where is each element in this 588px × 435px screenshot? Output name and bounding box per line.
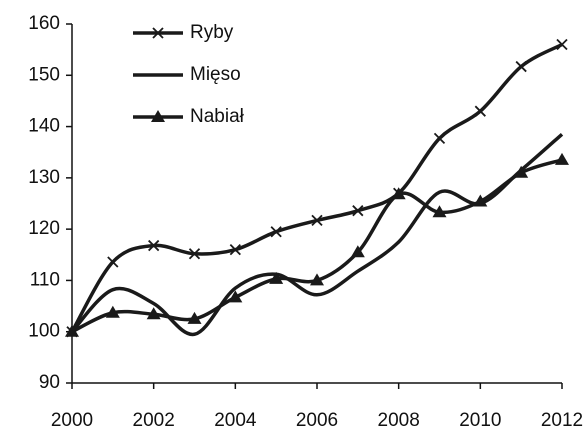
- marker: [556, 38, 568, 51]
- marker: [350, 245, 365, 258]
- marker: [432, 205, 447, 218]
- x-tick-label: 2006: [296, 410, 338, 431]
- y-tick-label: 110: [30, 269, 60, 290]
- marker: [473, 194, 488, 207]
- marker: [433, 132, 446, 145]
- marker: [474, 105, 486, 117]
- marker: [311, 214, 323, 227]
- x-tick-label: 2004: [214, 410, 257, 431]
- x-tick-label: 2012: [541, 410, 583, 431]
- x-tick-label: 2002: [133, 410, 175, 431]
- legend-label: Nabiał: [190, 106, 245, 127]
- marker: [228, 290, 243, 303]
- marker: [148, 239, 160, 252]
- legend-label: Ryby: [190, 22, 234, 43]
- y-tick-label: 90: [39, 372, 60, 393]
- marker: [310, 273, 324, 286]
- marker: [352, 205, 364, 217]
- y-tick-label: 130: [28, 167, 60, 188]
- y-tick-label: 160: [28, 13, 60, 34]
- x-tick-label: 2000: [51, 410, 93, 431]
- y-tick-label: 120: [28, 218, 60, 239]
- x-tick-label: 2008: [378, 410, 420, 431]
- y-tick-label: 100: [28, 321, 60, 342]
- marker: [188, 248, 201, 260]
- marker: [229, 244, 241, 256]
- x-tick-label: 2010: [459, 410, 501, 431]
- marker: [107, 256, 119, 268]
- series-line: [70, 132, 564, 337]
- marker: [187, 311, 202, 324]
- marker: [146, 307, 161, 320]
- marker: [514, 165, 529, 178]
- series-line: [70, 42, 563, 333]
- marker: [555, 152, 569, 165]
- marker: [65, 324, 79, 337]
- legend-label: Mięso: [190, 64, 241, 85]
- marker: [105, 305, 120, 318]
- y-tick-label: 150: [28, 64, 60, 85]
- marker: [151, 110, 165, 122]
- marker: [152, 27, 164, 39]
- marker: [270, 226, 282, 238]
- marker: [515, 60, 527, 73]
- marker: [391, 187, 406, 200]
- marker: [269, 271, 284, 284]
- y-tick-label: 140: [28, 116, 60, 137]
